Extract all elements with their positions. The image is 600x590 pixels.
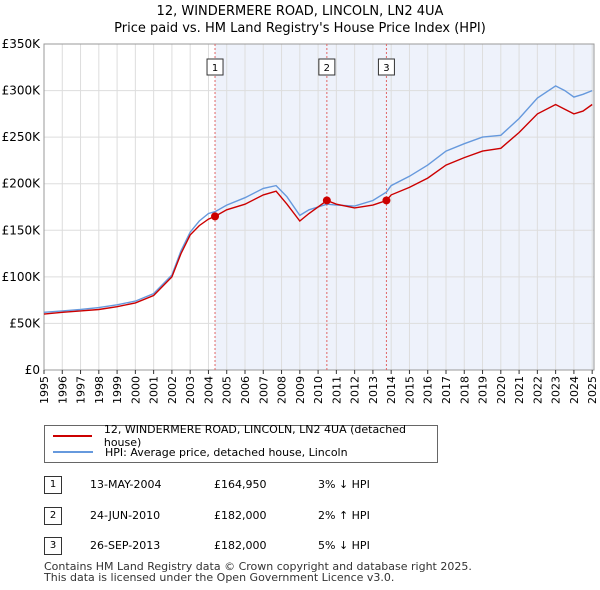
x-tick-label: 2008 (276, 376, 289, 404)
x-tick-label: 2024 (568, 376, 581, 404)
transaction-date: 26-SEP-2013 (90, 539, 161, 552)
x-tick-label: 2010 (312, 376, 325, 404)
footer-copyright: Contains HM Land Registry data © Crown c… (44, 560, 472, 573)
transaction-price: £182,000 (214, 539, 267, 552)
marker-label: 3 (383, 63, 389, 74)
y-tick-label: £100K (2, 270, 42, 284)
marker-label: 1 (212, 63, 218, 74)
x-tick-label: 2007 (257, 376, 270, 404)
x-tick-label: 2001 (148, 376, 161, 404)
transaction-delta: 3% ↓ HPI (318, 478, 370, 491)
y-tick-label: £250K (2, 130, 42, 144)
marker-box (206, 58, 224, 76)
transaction-row: 2 24-JUN-2010 £182,000 2% ↑ HPI (44, 507, 544, 527)
x-tick-label: 2011 (330, 376, 343, 404)
price-chart: £0 £50K £100K £150K £200K £250K £300K £350K 1995… (2, 37, 600, 404)
transaction-date: 13-MAY-2004 (90, 478, 162, 491)
footer: Contains HM Land Registry data © Crown c… (44, 561, 472, 583)
x-tick-label: 2006 (239, 376, 252, 404)
plot-frame (43, 43, 595, 371)
legend-swatch-property (53, 435, 92, 437)
x-tick-label: 2002 (166, 376, 179, 404)
y-tick-label: £0 (25, 363, 40, 377)
y-tick-label: £350K (2, 37, 42, 51)
y-tick-label: £300K (2, 84, 42, 98)
marker-label: 2 (324, 63, 330, 74)
x-tick-label: 1999 (111, 376, 124, 404)
transaction-number: 3 (44, 537, 62, 555)
y-tick-label: £150K (2, 223, 42, 237)
transaction-row: 1 13-MAY-2004 £164,950 3% ↓ HPI (44, 476, 544, 496)
x-tick-label: 2004 (202, 376, 215, 404)
sale-point (211, 212, 220, 221)
hpi-line (43, 85, 593, 313)
legend-item-hpi: HPI: Average price, detached house, Linc… (53, 444, 348, 460)
x-tick-label: 2016 (422, 376, 435, 404)
sale-point (382, 196, 391, 205)
transaction-row: 3 26-SEP-2013 £182,000 5% ↓ HPI (44, 537, 544, 557)
legend-label-hpi: HPI: Average price, detached house, Linc… (105, 445, 348, 459)
transaction-delta: 2% ↑ HPI (318, 509, 370, 522)
x-tick-label: 2021 (513, 376, 526, 404)
legend-item-property: 12, WINDERMERE ROAD, LINCOLN, LN2 4UA (d… (53, 423, 437, 449)
transaction-delta: 5% ↓ HPI (318, 539, 370, 552)
legend-swatch-hpi (53, 451, 93, 453)
x-tick-label: 2009 (294, 376, 307, 404)
x-tick-label: 2000 (129, 376, 142, 404)
marker-box (377, 58, 395, 76)
y-tick-label: £200K (2, 177, 42, 191)
x-tick-label: 2012 (349, 376, 362, 404)
property-line (43, 103, 593, 315)
transaction-date: 24-JUN-2010 (90, 509, 161, 522)
x-tick-label: 1995 (38, 376, 51, 404)
legend-label-property: 12, WINDERMERE ROAD, LINCOLN, LN2 4UA (d… (103, 423, 406, 449)
x-tick-label: 2005 (221, 376, 234, 404)
x-tick-label: 1997 (75, 376, 88, 404)
transaction-number: 2 (44, 507, 62, 525)
x-tick-label: 1998 (93, 376, 106, 404)
x-tick-label: 2023 (550, 376, 563, 404)
shaded-region (215, 44, 594, 370)
x-tick-label: 2018 (458, 376, 471, 404)
transaction-price: £182,000 (214, 509, 267, 522)
transaction-price: £164,950 (214, 478, 267, 491)
legend: 12, WINDERMERE ROAD, LINCOLN, LN2 4UA (d… (44, 423, 438, 463)
marker-box (318, 58, 336, 76)
transaction-number: 1 (44, 476, 62, 494)
y-tick-label: £50K (9, 316, 41, 330)
x-tick-label: 2015 (403, 376, 416, 404)
sale-point (322, 196, 331, 205)
footer-licence: This data is licensed under the Open Gov… (44, 571, 395, 584)
x-tick-label: 2019 (477, 376, 490, 404)
chart-title: 12, WINDERMERE ROAD, LINCOLN, LN2 4UA (156, 4, 444, 19)
x-tick-label: 2014 (385, 376, 398, 404)
x-tick-label: 2022 (531, 376, 544, 404)
x-tick-label: 2003 (184, 376, 197, 404)
x-tick-label: 2020 (495, 376, 508, 404)
x-tick-label: 2013 (367, 376, 380, 404)
x-tick-label: 1996 (56, 376, 69, 404)
chart-subtitle: Price paid vs. HM Land Registry's House … (114, 21, 486, 36)
x-tick-label: 2025 (586, 376, 599, 404)
x-tick-label: 2017 (440, 376, 453, 404)
